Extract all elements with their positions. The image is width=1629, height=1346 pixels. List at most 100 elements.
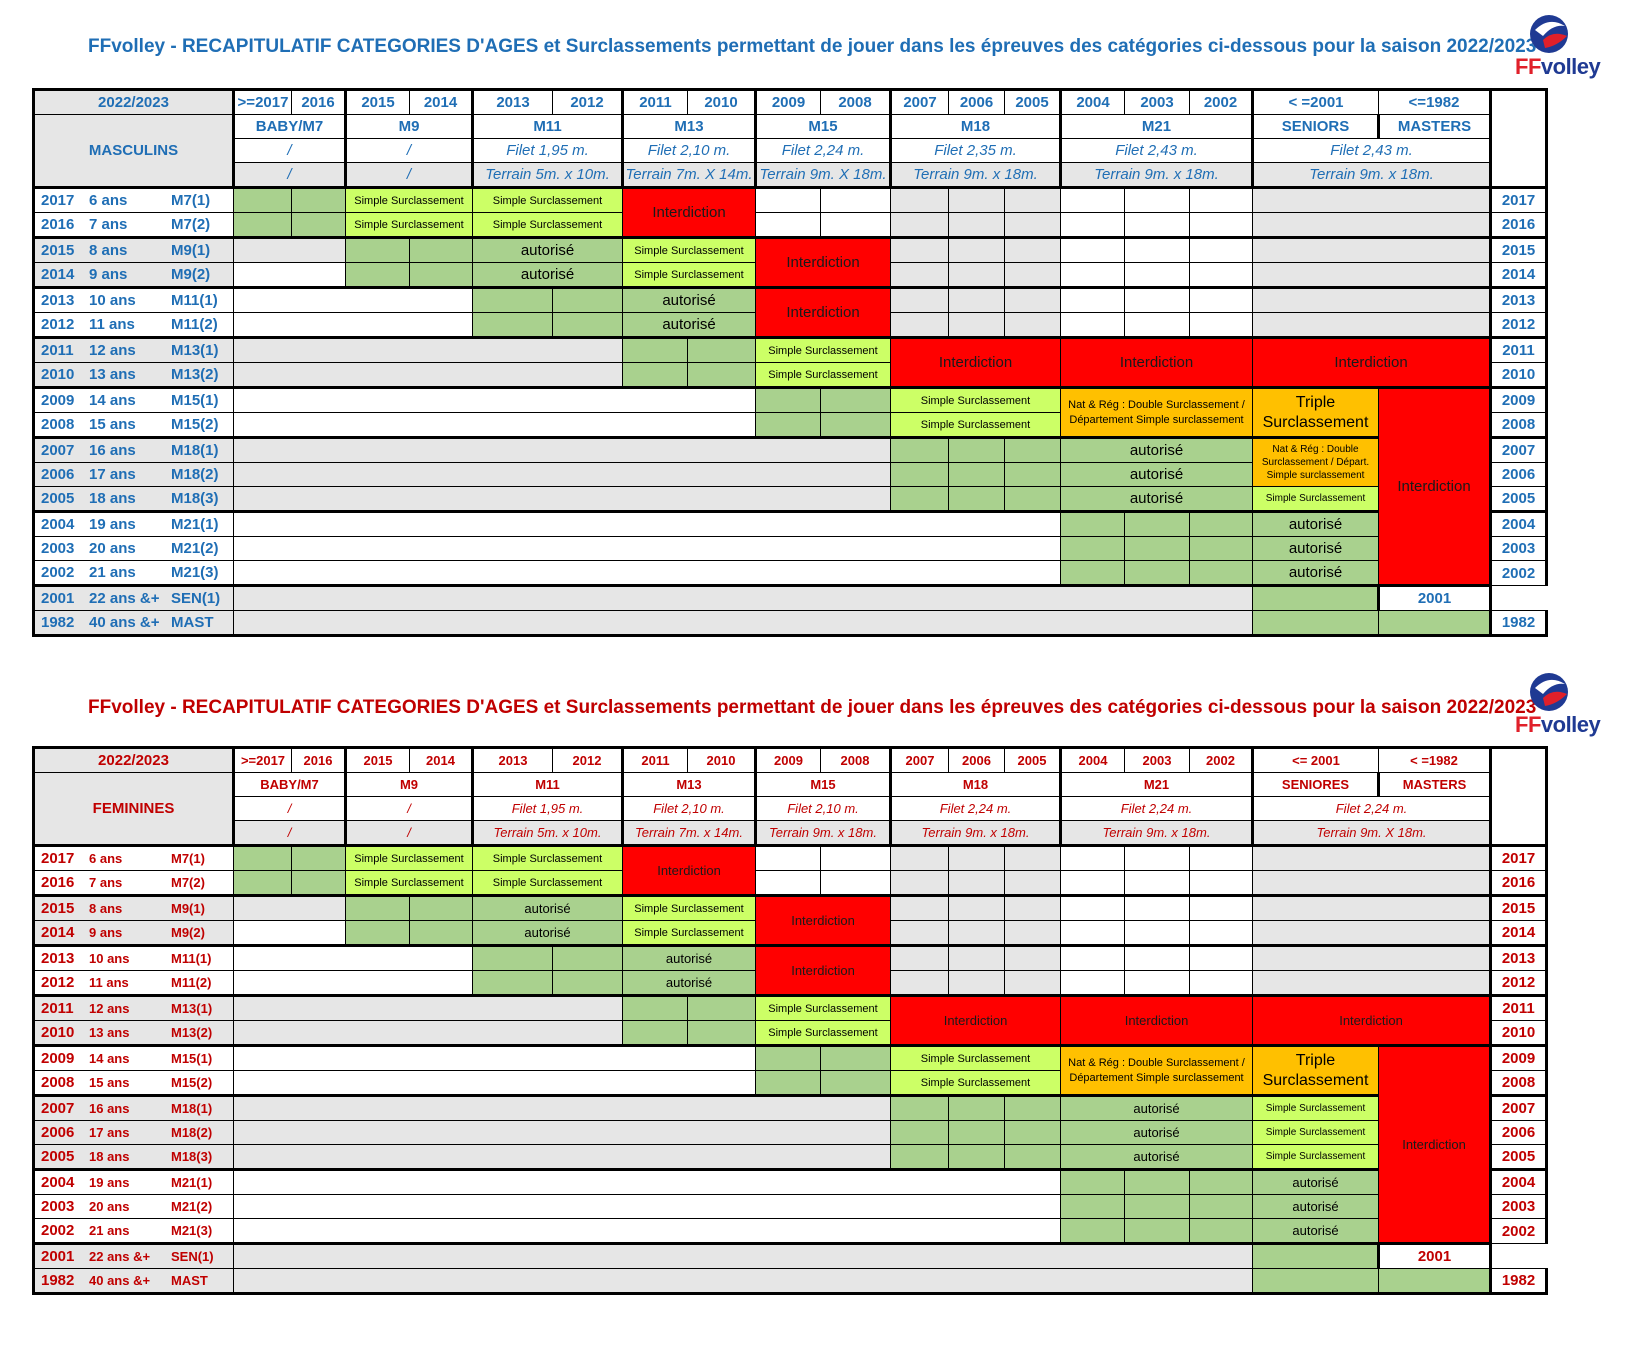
interdiction-cell: Interdiction <box>755 286 891 338</box>
simple-surclassement-cell: Simple Surclassement <box>622 894 756 921</box>
blank-span <box>233 362 623 388</box>
interdiction-cell: Interdiction <box>622 844 756 896</box>
row-header: 2012 11 ans M11(2) <box>32 312 234 338</box>
empty-cell <box>1004 844 1061 871</box>
empty-cell <box>1189 894 1253 921</box>
row-year-right: 2004 <box>1489 510 1548 537</box>
blank-span <box>233 944 473 971</box>
header-year: 2013 <box>471 88 553 115</box>
terrain-header: Terrain 9m. x 18m. <box>889 820 1061 847</box>
header-year: 2007 <box>889 746 949 773</box>
green-cell <box>233 186 292 213</box>
table-cell <box>1252 920 1491 946</box>
autorise-cell: autorisé <box>1060 462 1253 487</box>
filet-header: / <box>232 796 346 821</box>
row-year-right: 1982 <box>1489 610 1548 637</box>
blank-span <box>233 584 1253 611</box>
empty-cell <box>1004 286 1061 313</box>
table-row: 2014 9 ans M9(2) autorisé Simple Surclasseme… <box>32 920 1548 946</box>
header-year: 2002 <box>1189 746 1253 773</box>
row-age: 15 ans <box>89 416 136 433</box>
empty-cell <box>1189 286 1253 313</box>
green-cell <box>687 994 756 1021</box>
blank-span <box>233 236 346 263</box>
autorise-cell: autorisé <box>1252 1168 1379 1195</box>
empty-cell <box>1060 870 1125 896</box>
green-cell <box>1124 1168 1190 1195</box>
table-cell <box>1252 236 1491 263</box>
row-year-right: 2012 <box>1489 970 1548 996</box>
row-header: 2008 15 ans M15(2) <box>32 1070 234 1096</box>
autorise-cell: autorisé <box>472 894 623 921</box>
green-cell <box>890 1094 949 1121</box>
header-years-row: 2022/2023 >=2017 2016 2015 2014 2013 2012 2011 2… <box>32 746 1548 847</box>
row-year: 2001 <box>41 590 75 607</box>
blank-span <box>233 1168 1061 1195</box>
row-age: 14 ans <box>89 1051 130 1066</box>
table-cell <box>1252 262 1491 288</box>
row-category: M13(1) <box>171 1001 213 1016</box>
header-year: 2015 <box>344 746 410 773</box>
green-cell <box>622 336 688 363</box>
green-cell <box>1189 560 1253 586</box>
empty-cell <box>1189 236 1253 263</box>
row-header: 2011 12 ans M13(1) <box>32 994 234 1021</box>
empty-cell <box>890 894 949 921</box>
row-category: M11(2) <box>171 975 212 990</box>
blank-span <box>233 436 891 463</box>
empty-cell <box>890 262 949 288</box>
table-row: 2015 8 ans M9(1) autorisé Simple Surclasseme… <box>32 894 1548 946</box>
green-cell <box>233 844 292 871</box>
category-header: M15 <box>754 114 891 139</box>
green-cell <box>1004 486 1061 512</box>
nat-reg-cell: Nat & Rég : Double Surclassement / Dépar… <box>1252 436 1379 487</box>
green-cell <box>409 894 473 921</box>
green-cell <box>409 920 473 946</box>
empty-cell <box>1124 262 1190 288</box>
green-cell <box>1189 536 1253 561</box>
row-year-right: 2009 <box>1489 1044 1548 1071</box>
season-label: 2022/2023 <box>32 746 234 773</box>
empty-cell <box>890 186 949 213</box>
green-cell <box>890 436 949 463</box>
green-cell <box>820 386 891 413</box>
row-header: 2012 11 ans M11(2) <box>32 970 234 996</box>
simple-surclassement-cell: Simple Surclassement <box>622 920 756 946</box>
table-row: 2011 12 ans M13(1) Simple Surclassement Inte… <box>32 994 1548 1046</box>
blank-span <box>233 1120 891 1145</box>
simple-surclassement-cell: Simple Surclassement <box>472 212 623 238</box>
green-cell <box>1004 462 1061 487</box>
green-cell <box>890 1120 949 1145</box>
header-blank <box>1489 88 1548 189</box>
row-category: M21(2) <box>171 1199 213 1214</box>
header-year: 2014 <box>409 88 473 115</box>
row-year: 2013 <box>41 950 75 967</box>
simple-surclassement-cell: Simple Surclassement <box>1252 1094 1379 1121</box>
row-header: 2014 9 ans M9(2) <box>32 262 234 288</box>
table-row: 2003 20 ans M21(2) autorisé 2003 <box>32 1194 1548 1219</box>
row-age: 10 ans <box>89 292 136 309</box>
row-year: 1982 <box>41 1272 75 1289</box>
simple-surclassement-cell: Simple Surclassement <box>472 844 623 871</box>
header-year: >=2017 <box>232 88 292 115</box>
blank-span <box>233 994 623 1021</box>
green-cell <box>1189 1218 1253 1244</box>
green-cell <box>291 844 346 871</box>
row-category: M7(2) <box>171 875 205 890</box>
ffvolley-logo-text: FFvolley <box>1515 712 1601 737</box>
blank-span <box>233 510 1061 537</box>
green-cell <box>1124 1194 1190 1219</box>
header-year: 2012 <box>552 88 623 115</box>
autorise-cell: autorisé <box>622 944 756 971</box>
green-cell <box>1060 1194 1125 1219</box>
empty-cell <box>1004 212 1061 238</box>
row-category: M18(2) <box>171 466 219 483</box>
row-header: 2013 10 ans M11(1) <box>32 944 234 971</box>
simple-surclassement-cell: Simple Surclassement <box>755 336 891 363</box>
row-year-right: 2014 <box>1489 920 1548 946</box>
green-cell <box>687 1020 756 1046</box>
terrain-header: Terrain 9m. x 18m. <box>889 162 1061 189</box>
row-age: 40 ans &+ <box>89 1273 151 1288</box>
empty-cell <box>1124 236 1190 263</box>
green-cell <box>1060 536 1125 561</box>
